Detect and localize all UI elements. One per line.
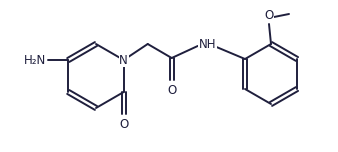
Text: O: O	[264, 9, 274, 22]
Text: NH: NH	[199, 38, 216, 52]
Text: N: N	[119, 54, 128, 67]
Text: H₂N: H₂N	[24, 54, 46, 67]
Text: O: O	[167, 84, 176, 97]
Text: O: O	[119, 118, 128, 131]
